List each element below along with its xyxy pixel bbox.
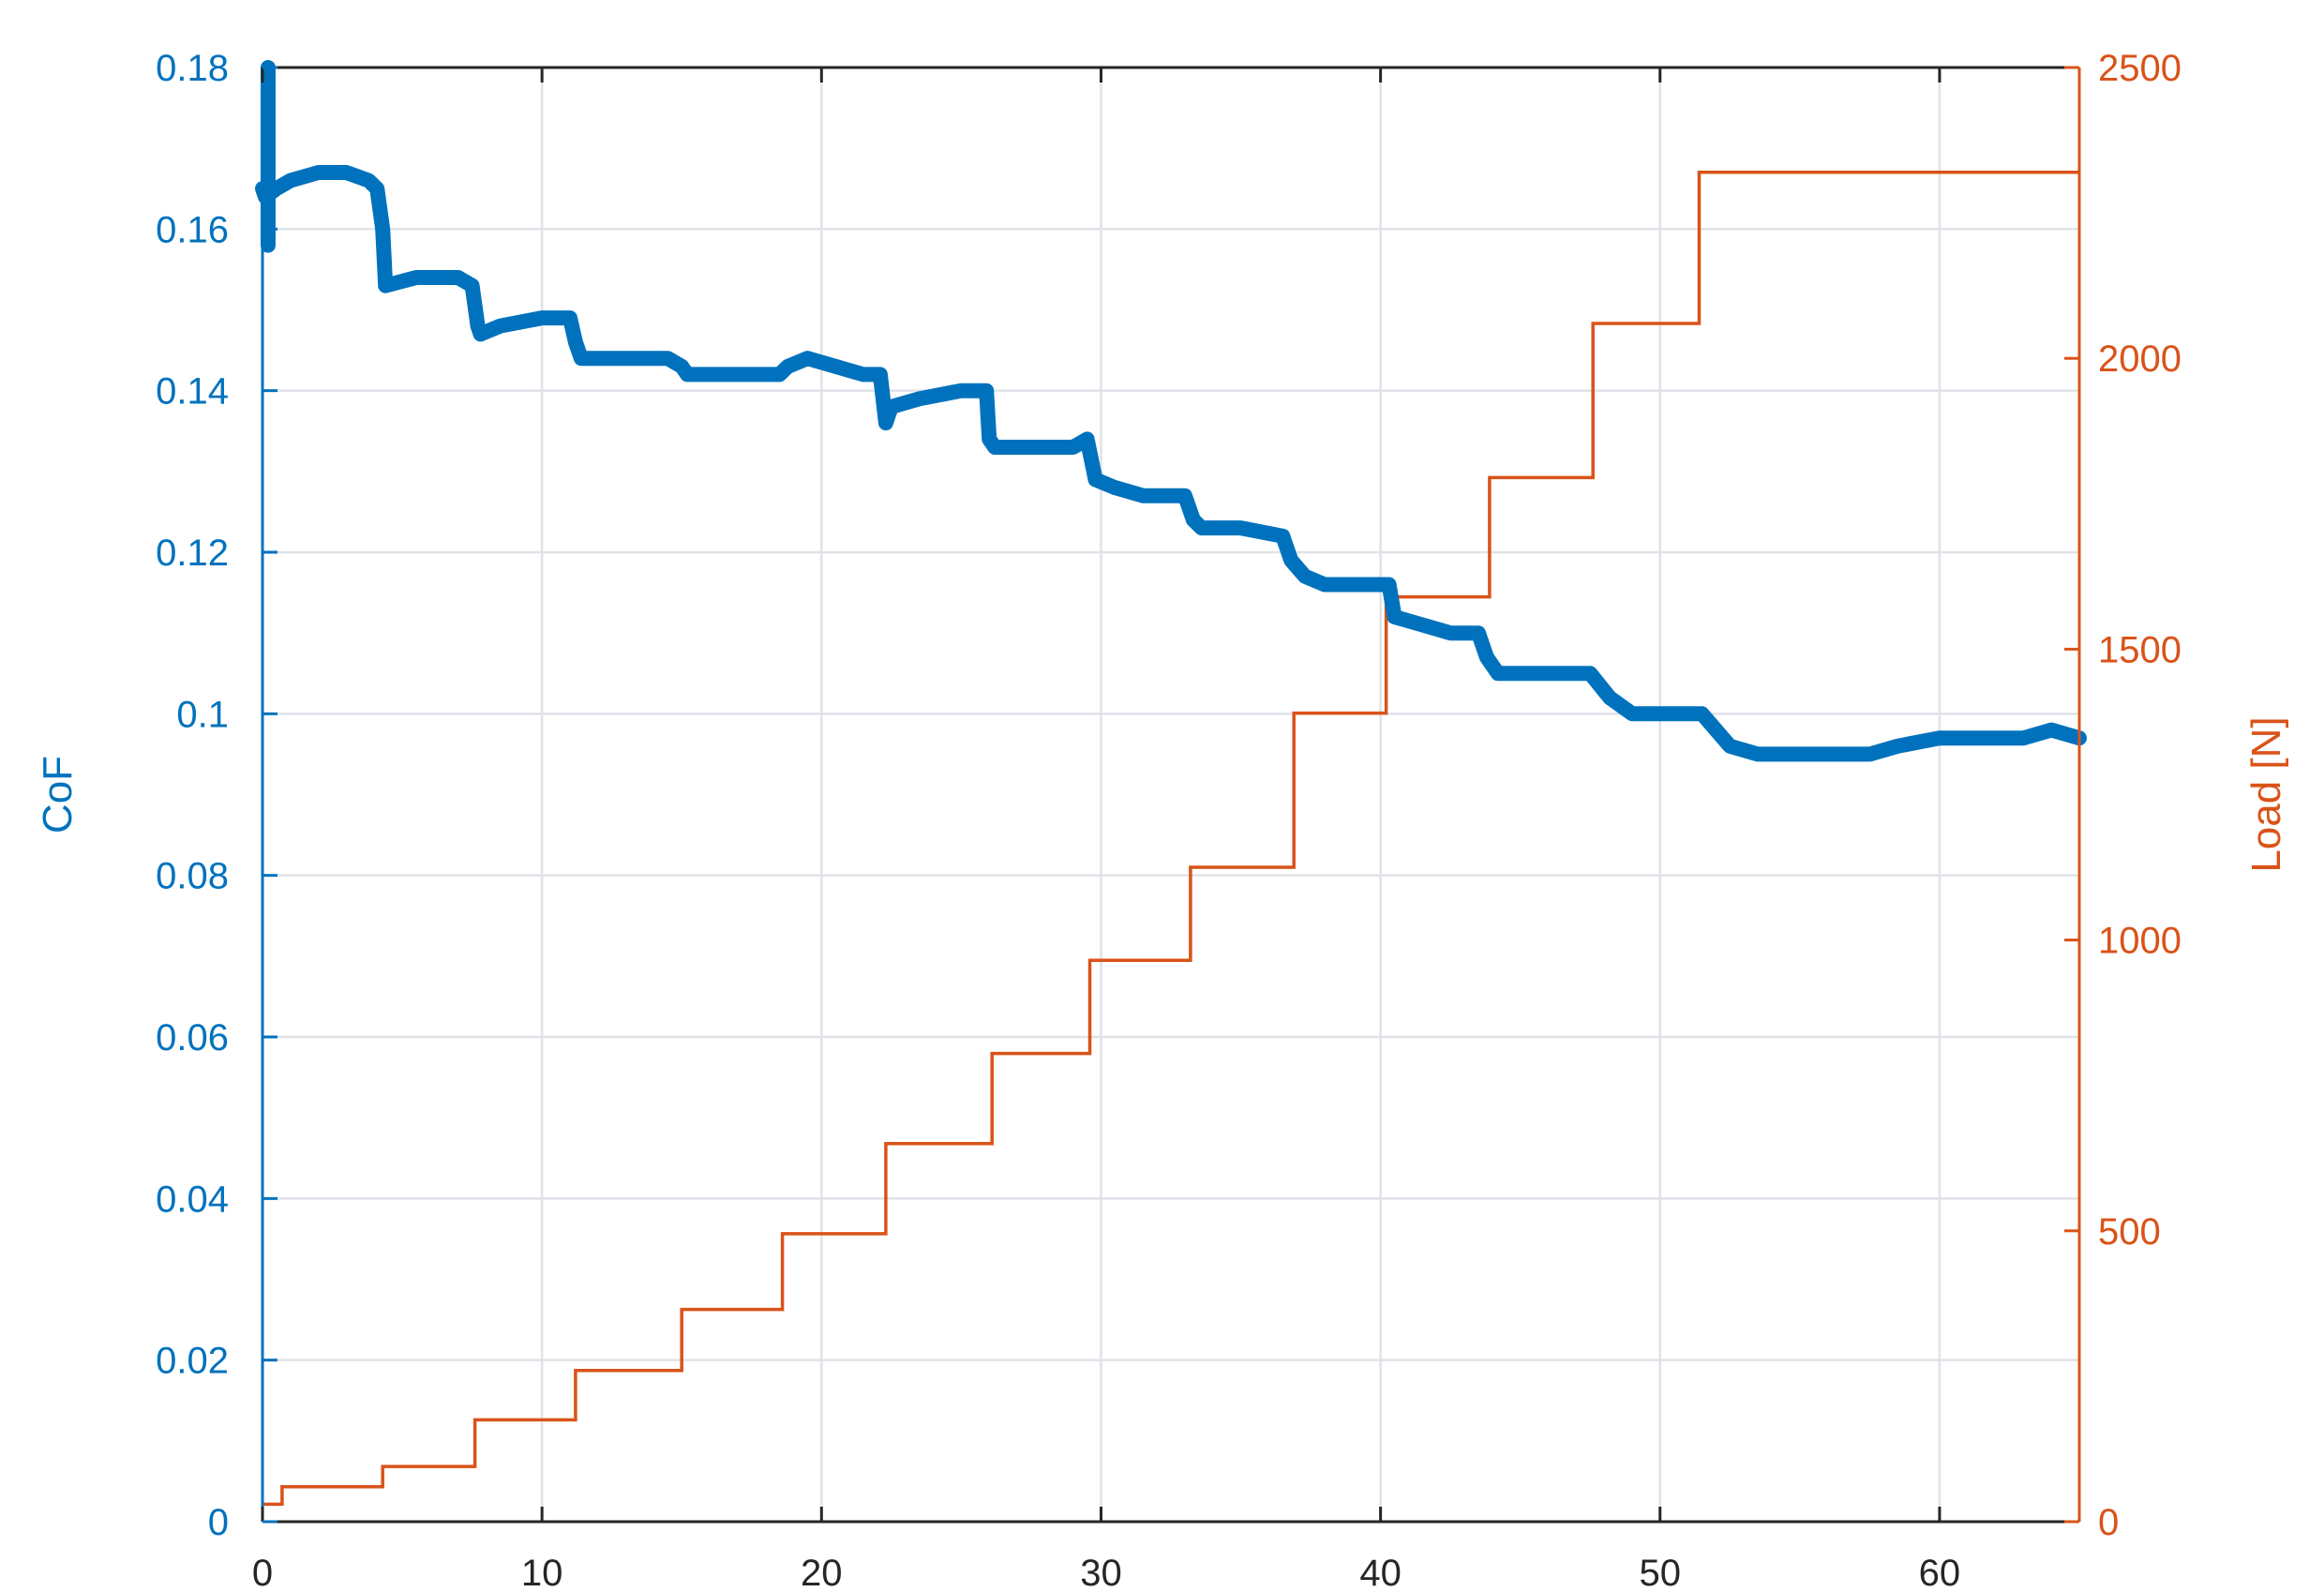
- left-tick-label: 0.12: [156, 533, 229, 574]
- left-tick-label: 0: [208, 1502, 229, 1543]
- x-tick-label: 20: [801, 1553, 843, 1592]
- right-tick-label: 1500: [2098, 629, 2182, 670]
- load-series: [262, 170, 2079, 1507]
- left-tick-label: 0.16: [156, 209, 229, 250]
- x-tick-label: 10: [521, 1553, 563, 1592]
- right-tick-label: 2500: [2098, 48, 2182, 89]
- left-tick-label: 0.02: [156, 1341, 229, 1382]
- grid-lines: [262, 68, 2079, 1522]
- axes: [261, 66, 2081, 1524]
- x-tick-label: 40: [1359, 1553, 1402, 1592]
- left-tick-label: 0.06: [156, 1017, 229, 1059]
- left-tick-label: 0.04: [156, 1179, 229, 1220]
- x-tick-label: 50: [1640, 1553, 1682, 1592]
- tick-labels: 0 10 20 30 40 50 60 0 0.02 0.04 0.06 0.08 0.1 0.12 0.1…: [156, 48, 2182, 1592]
- right-tick-label: 500: [2098, 1211, 2161, 1253]
- right-tick-label: 1000: [2098, 921, 2182, 962]
- left-tick-label: 0.1: [176, 694, 229, 735]
- left-tick-label: 0.18: [156, 48, 229, 89]
- load-step-line: [262, 170, 2079, 1507]
- x-tick-label: 0: [252, 1553, 273, 1592]
- cof-trace: [255, 165, 2087, 762]
- left-tick-label: 0.08: [156, 856, 229, 897]
- left-axis-title: CoF: [35, 756, 81, 834]
- x-tick-label: 30: [1080, 1553, 1122, 1592]
- right-tick-label: 2000: [2098, 338, 2182, 380]
- right-tick-label: 0: [2098, 1502, 2119, 1543]
- cof-series: [255, 60, 2087, 762]
- x-tick-label: 60: [1919, 1553, 1961, 1592]
- right-axis-title: Load [N]: [2243, 716, 2289, 872]
- left-tick-label: 0.14: [156, 371, 229, 413]
